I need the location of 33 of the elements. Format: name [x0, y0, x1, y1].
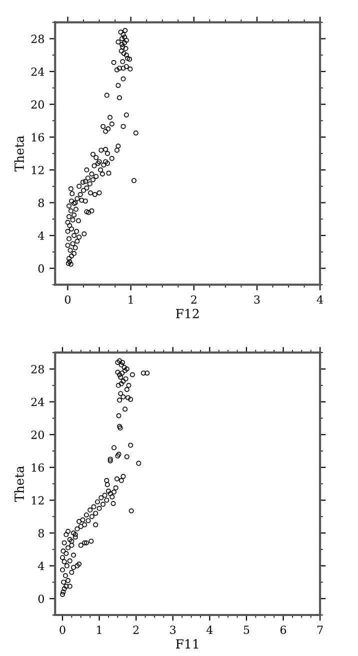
x-tick-label: 0	[64, 295, 71, 304]
y-tick-label: 20	[31, 430, 44, 439]
x-tick-label: 4	[316, 295, 324, 304]
y-tick-label: 0	[38, 594, 44, 603]
y-tick-label: 16	[32, 463, 44, 472]
x-tick-label: 3	[254, 295, 260, 304]
x-tick-label: 1	[128, 295, 133, 304]
x-tick-label: 3	[170, 626, 176, 634]
x-tick-label: 7	[317, 626, 323, 634]
x-tick-label: 5	[244, 626, 250, 634]
x-tick-label: 2	[133, 626, 139, 634]
y-tick-label: 4	[38, 562, 44, 570]
y-tick-label: 28	[31, 364, 44, 374]
x-tick-label: 0	[60, 626, 66, 634]
y-tick-label: 24	[31, 67, 44, 76]
x-tick-label: 4	[206, 626, 213, 634]
y-tick-label: 8	[38, 198, 44, 208]
x-tick-label: 2	[191, 295, 196, 304]
y-tick-label: 12	[32, 496, 44, 504]
y-tick-label: 28	[31, 34, 44, 44]
x-tick-label: 1	[97, 626, 102, 634]
y-tick-label: 20	[31, 100, 44, 109]
x-axis-title: F11	[176, 639, 198, 648]
y-axis-title: Theta	[14, 466, 24, 502]
y-axis-title: Theta	[14, 136, 24, 172]
y-tick-label: 12	[32, 166, 44, 174]
y-tick-label: 4	[38, 231, 44, 240]
x-tick-label: 6	[280, 626, 286, 634]
x-axis-title: F12	[176, 308, 199, 318]
y-tick-label: 24	[31, 398, 44, 406]
y-tick-label: 0	[38, 264, 44, 273]
y-tick-label: 16	[32, 133, 44, 142]
y-tick-label: 8	[38, 528, 44, 538]
